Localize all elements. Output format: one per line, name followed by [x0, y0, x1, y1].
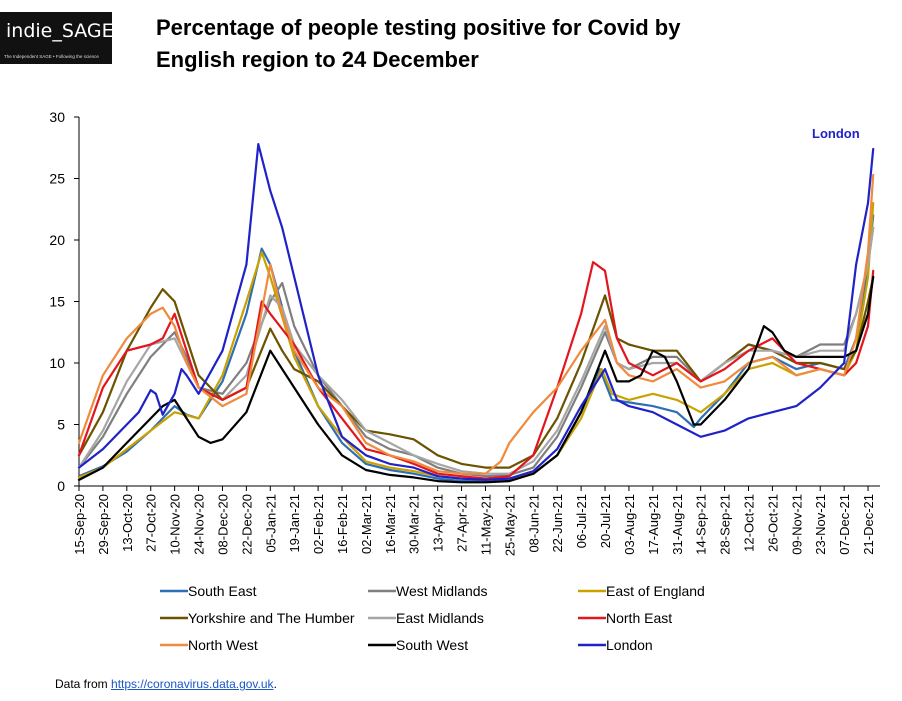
series-line-yorkshire-and-the-humber — [77, 275, 875, 469]
x-tick-label: 02-Mar-21 — [359, 494, 374, 554]
x-tick-label: 16-Mar-21 — [383, 494, 398, 554]
y-tick-label: 30 — [49, 109, 65, 125]
source-suffix: . — [273, 677, 277, 691]
x-tick-label: 26-Oct-21 — [765, 494, 780, 552]
legend-label-north-east: North East — [606, 610, 672, 626]
x-tick-label: 17-Aug-21 — [646, 494, 661, 555]
london-annotation: London — [812, 126, 860, 141]
legend-label-east-midlands: East Midlands — [396, 610, 484, 626]
y-tick-label: 20 — [49, 232, 65, 248]
x-tick-label: 20-Jul-21 — [598, 494, 613, 548]
x-tick-label: 06-Jul-21 — [574, 494, 589, 548]
x-tick-label: 03-Aug-21 — [622, 494, 637, 555]
x-tick-label: 31-Aug-21 — [670, 494, 685, 555]
y-tick-label: 25 — [49, 171, 65, 187]
x-tick-label: 22-Jun-21 — [550, 494, 565, 553]
series-line-london — [77, 143, 875, 481]
chart-title-line1: Percentage of people testing positive fo… — [156, 15, 681, 40]
x-tick-label: 09-Nov-21 — [789, 494, 804, 555]
y-tick-label: 0 — [57, 478, 65, 494]
logo-text: indie_SAGE — [6, 20, 114, 42]
x-tick-label: 30-Mar-21 — [407, 494, 422, 554]
legend-label-yorkshire-and-the-humber: Yorkshire and The Humber — [188, 610, 355, 626]
source-prefix: Data from — [55, 677, 112, 691]
legend-label-east-of-england: East of England — [606, 583, 705, 599]
x-tick-label: 23-Nov-21 — [813, 494, 828, 555]
series-line-south-west — [77, 275, 875, 484]
x-tick-label: 21-Dec-21 — [861, 494, 876, 555]
legend-label-south-west: South West — [396, 637, 468, 653]
y-tick-label: 5 — [57, 417, 65, 433]
x-tick-label: 27-Apr-21 — [455, 494, 470, 552]
x-tick-label: 13-Apr-21 — [431, 494, 446, 552]
x-tick-label: 29-Sep-20 — [96, 494, 111, 555]
logo-tagline: The Independent SAGE • Following the sci… — [4, 54, 99, 59]
legend-label-west-midlands: West Midlands — [396, 583, 488, 599]
x-tick-label: 08-Dec-20 — [215, 494, 230, 555]
line-chart: 0 5 10 15 20 25 30 15-Sep-20 29-Sep-20 13-Oct-20 2… — [49, 109, 880, 653]
x-tick-label: 15-Sep-20 — [72, 494, 87, 555]
x-tick-label: 27-Oct-20 — [144, 494, 159, 552]
x-tick-label: 05-Jan-21 — [263, 494, 278, 553]
y-tick-label: 10 — [49, 355, 65, 371]
chart-title: Percentage of people testing positive fo… — [156, 12, 776, 76]
x-tick-label: 13-Oct-20 — [120, 494, 135, 552]
x-tick-label: 25-May-21 — [502, 494, 517, 556]
x-tick-label: 08-Jun-21 — [526, 494, 541, 553]
x-tick-label: 14-Sep-21 — [694, 494, 709, 555]
source-link[interactable]: https://coronavirus.data.gov.uk — [111, 677, 274, 691]
series-line-north-west — [77, 173, 875, 475]
data-source-note: Data from https://coronavirus.data.gov.u… — [55, 677, 277, 691]
x-tick-label: 02-Feb-21 — [311, 494, 326, 554]
legend-label-south-east: South East — [188, 583, 257, 599]
x-tick-label: 10-Nov-20 — [168, 494, 183, 555]
x-tick-label: 19-Jan-21 — [287, 494, 302, 553]
legend-label-north-west: North West — [188, 637, 258, 653]
x-tick-label: 11-May-21 — [478, 494, 493, 555]
indie-sage-logo: indie_SAGE The Independent SAGE • Follow… — [0, 12, 114, 64]
y-tick-label: 15 — [49, 294, 65, 310]
x-tick-label: 07-Dec-21 — [837, 494, 852, 555]
x-tick-label: 22-Dec-20 — [239, 494, 254, 555]
legend-label-london: London — [606, 637, 653, 653]
chart-title-line2: English region to 24 December — [156, 47, 479, 72]
x-tick-label: 24-Nov-20 — [192, 494, 207, 555]
x-tick-label: 12-Oct-21 — [741, 494, 756, 552]
series-line-east-of-england — [77, 202, 875, 481]
x-tick-label: 16-Feb-21 — [335, 494, 350, 554]
x-tick-label: 28-Sep-21 — [718, 494, 733, 555]
